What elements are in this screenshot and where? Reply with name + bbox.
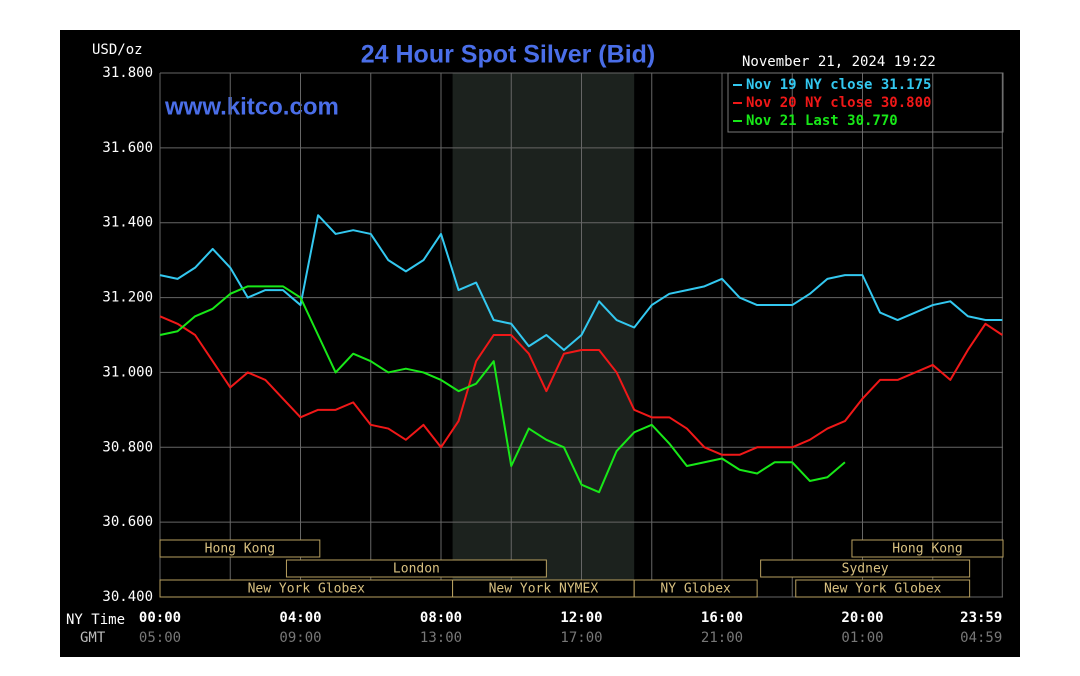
x-tick-label: 00:00 (139, 610, 181, 626)
x2-axis-label: GMT (80, 630, 106, 646)
y-tick-label: 31.000 (102, 364, 153, 380)
session-box (159, 539, 321, 558)
session-box (760, 559, 971, 578)
x2-tick-label: 04:59 (960, 630, 1002, 646)
x-tick-label: 16:00 (701, 610, 743, 626)
session-label: New York Globex (248, 582, 366, 597)
x-tick-label: 20:00 (841, 610, 883, 626)
x2-tick-label: 01:00 (841, 630, 883, 646)
x2-tick-label: 09:00 (279, 630, 321, 646)
series-line (159, 214, 1003, 351)
session-label: Hong Kong (892, 542, 962, 557)
legend-box (727, 72, 1004, 133)
x2-tick-label: 05:00 (139, 630, 181, 646)
y-axis-label: USD/oz (92, 42, 143, 58)
session-label: New York Globex (824, 582, 942, 597)
market-hours-shade (452, 73, 635, 597)
x-tick-label: 12:00 (560, 610, 602, 626)
watermark: www.kitco.com (164, 93, 339, 120)
y-tick-label: 31.600 (102, 140, 153, 156)
x2-tick-label: 17:00 (560, 630, 602, 646)
y-tick-label: 31.800 (102, 65, 153, 81)
x2-tick-label: 21:00 (701, 630, 743, 646)
session-label: Hong Kong (205, 542, 275, 557)
session-box (795, 579, 971, 598)
session-box (633, 579, 758, 598)
session-label: New York NYMEX (489, 582, 599, 597)
session-label: London (393, 562, 440, 577)
y-tick-label: 30.800 (102, 439, 153, 455)
timestamp: November 21, 2024 19:22 (742, 54, 936, 70)
chart-title: 24 Hour Spot Silver (Bid) (361, 41, 655, 69)
legend-label: Nov 20 NY close 30.800 (746, 95, 931, 111)
x-tick-label: 23:59 (960, 610, 1002, 626)
x-tick-label: 08:00 (420, 610, 462, 626)
x2-tick-label: 13:00 (420, 630, 462, 646)
x-tick-label: 04:00 (279, 610, 321, 626)
y-tick-label: 31.400 (102, 215, 153, 231)
session-box (285, 559, 547, 578)
legend-label: Nov 21 Last 30.770 (746, 113, 898, 129)
session-box (851, 539, 1004, 558)
legend-label: Nov 19 NY close 31.175 (746, 77, 931, 93)
y-tick-label: 30.600 (102, 514, 153, 530)
y-tick-label: 31.200 (102, 290, 153, 306)
x-axis-label: NY Time (66, 612, 125, 628)
session-label: Sydney (842, 562, 889, 577)
y-tick-label: 30.400 (102, 589, 153, 605)
series-line (159, 315, 1003, 456)
series-line (159, 285, 846, 494)
session-label: NY Globex (660, 582, 731, 597)
